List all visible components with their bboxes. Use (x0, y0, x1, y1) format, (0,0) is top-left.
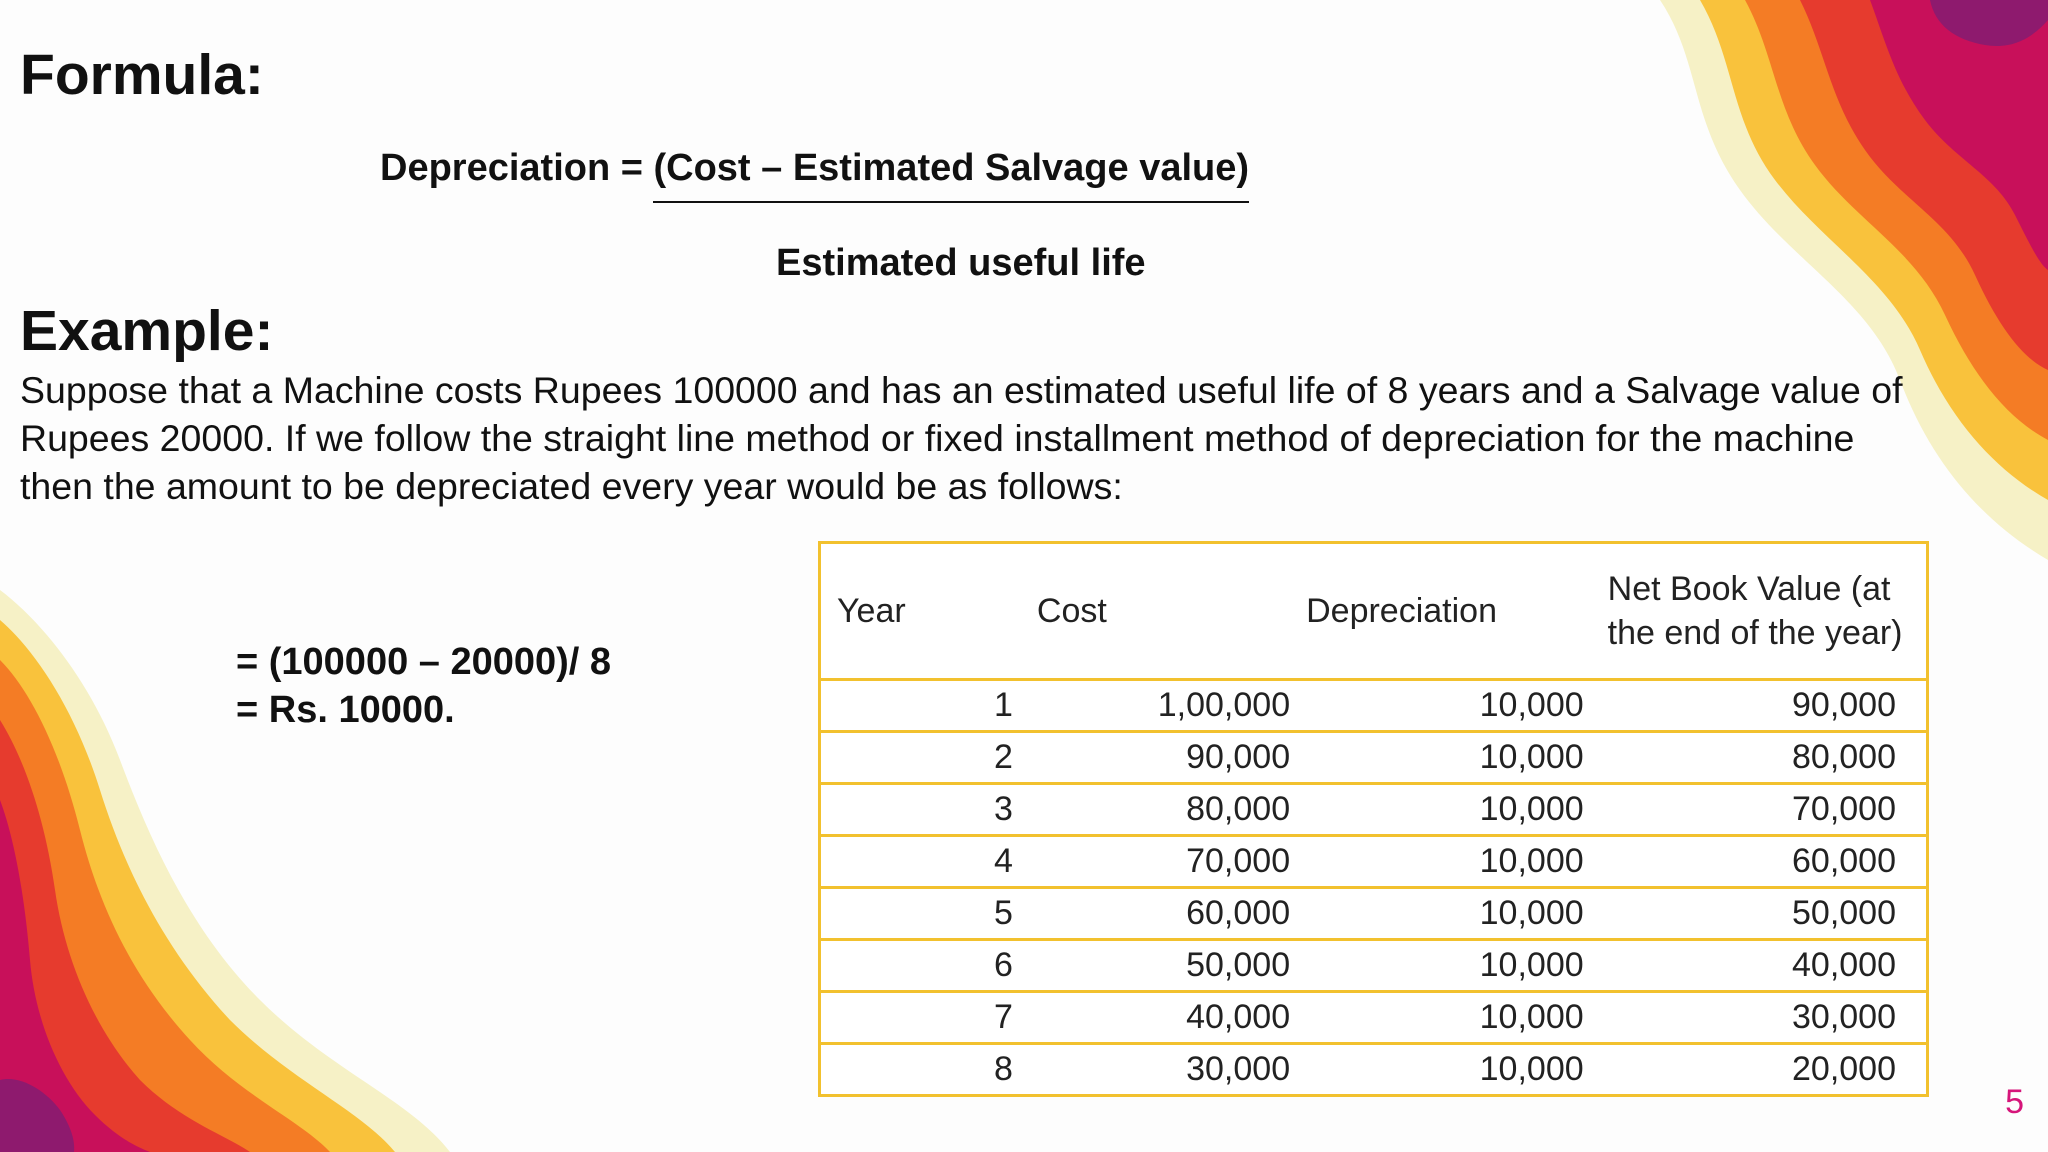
top-right-wave-decoration (1660, 0, 2048, 560)
cell-year: 4 (819, 835, 1021, 889)
cell-net-book-value: 50,000 (1591, 887, 1928, 941)
cell-cost: 80,000 (1020, 783, 1291, 837)
cell-year: 1 (819, 679, 1021, 733)
formula-denominator: Estimated useful life (776, 242, 1146, 284)
table-row: 3 80,000 10,000 70,000 (819, 783, 1928, 837)
cell-cost: 60,000 (1020, 887, 1291, 941)
bottom-left-wave-decoration (0, 590, 450, 1152)
example-heading: Example: (20, 299, 274, 363)
cell-year: 2 (819, 731, 1021, 785)
formula-heading: Formula: (20, 43, 264, 107)
header-net-book-value: Net Book Value (at the end of the year) (1591, 542, 1928, 681)
cell-net-book-value: 60,000 (1591, 835, 1928, 889)
cell-net-book-value: 20,000 (1792, 1050, 1896, 1088)
table-row: 2 90,000 10,000 80,000 (819, 731, 1928, 785)
depreciation-table: Year Cost Depreciation Net Book Value (a… (818, 541, 1929, 1097)
cell-depreciation: 10,000 (1479, 1050, 1584, 1088)
cell-net-book-value: 40,000 (1591, 939, 1928, 993)
formula-lhs: Depreciation = (380, 147, 654, 189)
cell-cost: 40,000 (1020, 991, 1291, 1045)
calculation-line-1: = (100000 – 20000)/ 8 (236, 641, 612, 683)
cell-net-book-value: 90,000 (1591, 679, 1928, 733)
cell-cost: 70,000 (1020, 835, 1291, 889)
table-row: 6 50,000 10,000 40,000 (819, 939, 1928, 993)
cell-cost: 1,00,000 (1020, 679, 1291, 733)
cell-cost: 30,000 (1186, 1050, 1291, 1088)
cell-year: 6 (819, 939, 1021, 993)
table-row: 5 60,000 10,000 50,000 (819, 887, 1928, 941)
formula-equation: Depreciation = (Cost – Estimated Salvage… (380, 145, 1250, 203)
cell-depreciation: 10,000 (1290, 679, 1592, 733)
cell-depreciation: 10,000 (1290, 783, 1592, 837)
calculation-line-2: = Rs. 10000. (236, 689, 455, 731)
page-number: 5 (2005, 1083, 2024, 1121)
table-row: 1 1,00,000 10,000 90,000 (819, 679, 1928, 733)
table-row: 8 30,000 10,000 20,000 (820, 1044, 1928, 1096)
cell-year: 5 (819, 887, 1021, 941)
header-year: Year (819, 542, 1021, 681)
cell-year: 3 (819, 783, 1021, 837)
example-paragraph: Suppose that a Machine costs Rupees 1000… (20, 369, 1903, 507)
cell-net-book-value: 30,000 (1591, 991, 1928, 1045)
cell-year: 7 (819, 991, 1021, 1045)
calculation-block: = (100000 – 20000)/ 8 = Rs. 10000. (236, 638, 611, 734)
cell-depreciation: 10,000 (1290, 731, 1592, 785)
table-row: 4 70,000 10,000 60,000 (819, 835, 1928, 889)
cell-cost: 90,000 (1020, 731, 1291, 785)
cell-depreciation: 10,000 (1290, 991, 1592, 1045)
table-row: 7 40,000 10,000 30,000 (819, 991, 1928, 1045)
header-cost: Cost (1020, 542, 1291, 681)
formula-numerator: (Cost – Estimated Salvage value) (653, 145, 1250, 203)
cell-cost: 50,000 (1020, 939, 1291, 993)
cell-net-book-value: 70,000 (1591, 783, 1928, 837)
cell-depreciation: 10,000 (1290, 835, 1592, 889)
cell-depreciation: 10,000 (1290, 939, 1592, 993)
header-depreciation: Depreciation (1290, 542, 1592, 681)
cell-depreciation: 10,000 (1290, 887, 1592, 941)
cell-net-book-value: 80,000 (1591, 731, 1928, 785)
cell-year: 8 (994, 1050, 1013, 1088)
table-header-row: Year Cost Depreciation Net Book Value (a… (819, 542, 1928, 681)
